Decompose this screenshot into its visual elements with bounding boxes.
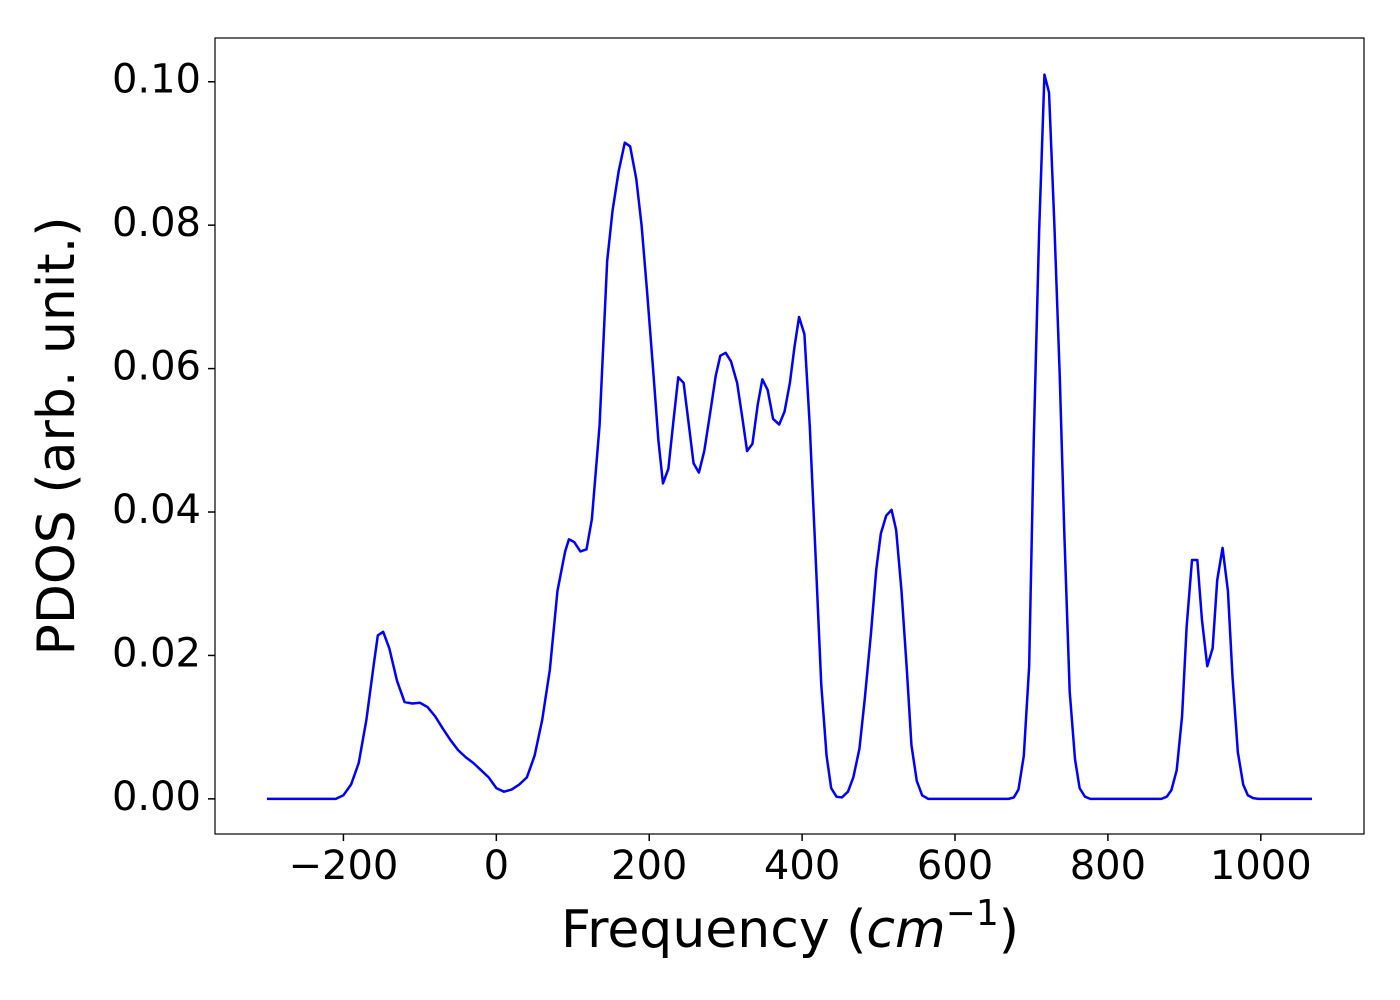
pdos-line (266, 73, 1313, 801)
y-tick-label: 0.00 (112, 774, 201, 820)
x-tick-label: 1000 (1210, 843, 1312, 889)
x-tick-label: −200 (288, 843, 398, 889)
x-label-text: Frequency ( (561, 900, 866, 960)
x-tick-label: 400 (764, 843, 840, 889)
x-axis-label: Frequency (cm−1) (561, 893, 1019, 960)
y-tick-label: 0.04 (112, 487, 201, 533)
y-tick-label: 0.02 (112, 630, 201, 676)
x-tick-label: 0 (484, 843, 509, 889)
y-tick-label: 0.08 (112, 200, 201, 246)
y-axis-label: PDOS (arb. unit.) (27, 216, 87, 655)
x-label-sup: −1 (946, 893, 999, 934)
plot-frame (214, 37, 1365, 835)
y-tick-label: 0.06 (112, 344, 201, 390)
x-tick-label: 600 (917, 843, 993, 889)
x-label-math: cm (866, 900, 945, 960)
x-label-close: ) (999, 900, 1019, 960)
x-tick-label: 200 (611, 843, 687, 889)
y-tick-label: 0.10 (112, 57, 201, 103)
x-tick-label: 800 (1070, 843, 1146, 889)
